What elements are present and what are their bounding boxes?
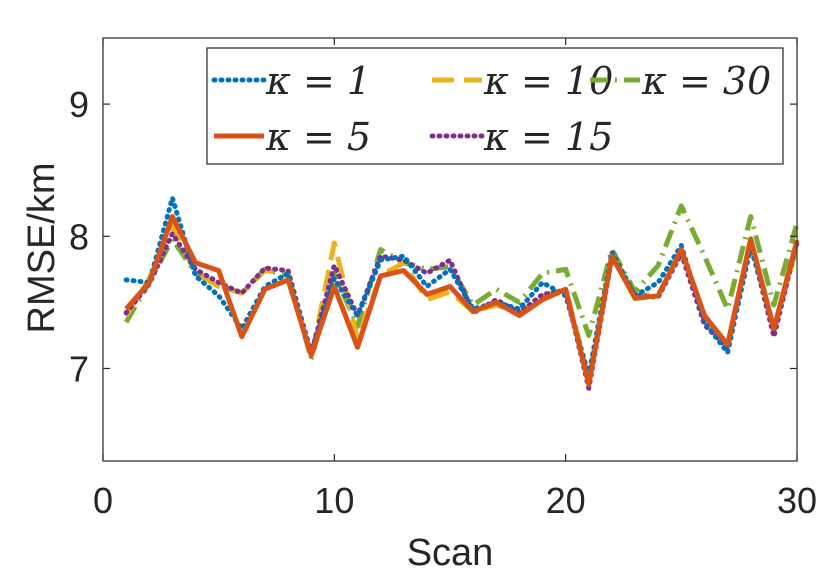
legend-label-2: κ = 5 xyxy=(265,115,371,159)
x-tick-label: 0 xyxy=(93,480,113,521)
legend-box xyxy=(206,47,784,165)
x-tick-label: 30 xyxy=(777,480,817,521)
legend: κ = 1κ = 5κ = 10κ = 15κ = 30 xyxy=(206,47,784,165)
y-axis-label: RMSE/km xyxy=(21,163,63,334)
x-axis-label: Scan xyxy=(407,532,494,574)
axes: 0 10 20 30 7 8 9 xyxy=(69,37,817,521)
legend-label-4: κ = 15 xyxy=(483,115,613,159)
x-tick-label: 20 xyxy=(546,480,586,521)
y-tick-label: 9 xyxy=(69,84,89,125)
legend-label-1: κ = 1 xyxy=(265,59,371,103)
plot-area xyxy=(123,195,800,391)
x-tick-label: 10 xyxy=(314,480,354,521)
series-line-2 xyxy=(124,214,800,387)
y-tick-label: 7 xyxy=(69,348,89,389)
y-tick-label: 8 xyxy=(69,216,89,257)
legend-label-5: κ = 30 xyxy=(641,59,771,103)
axes-box xyxy=(102,37,798,462)
